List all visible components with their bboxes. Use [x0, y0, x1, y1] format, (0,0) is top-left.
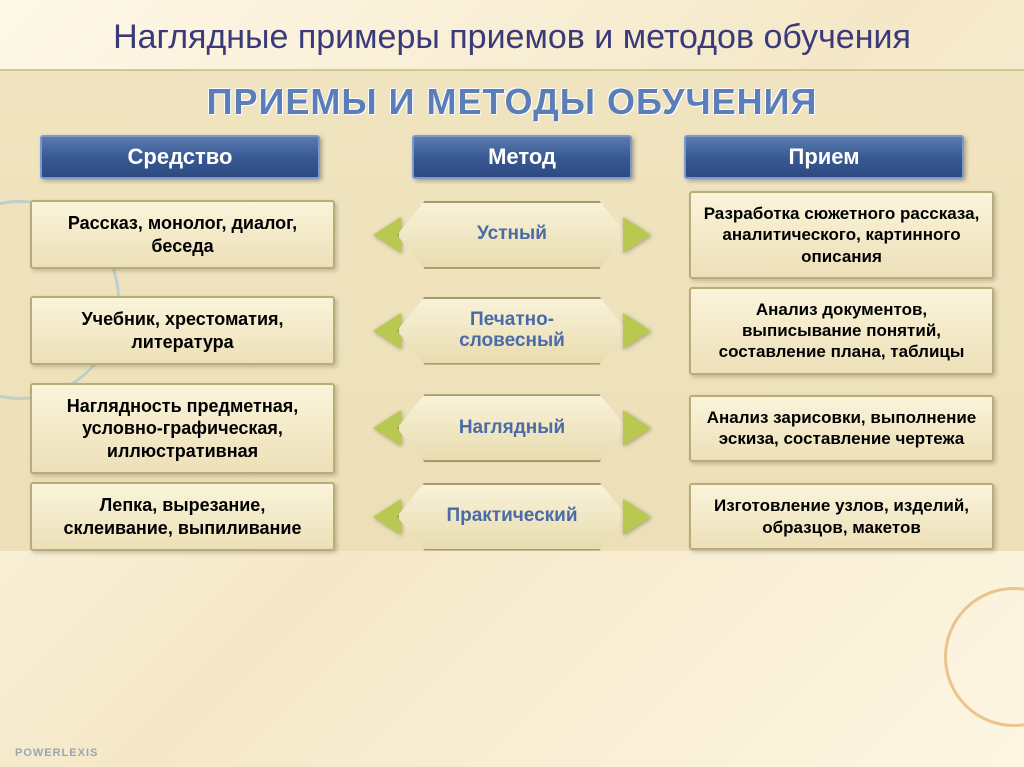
arrow-left-icon — [373, 499, 401, 535]
table-row: Учебник, хрестоматия, литература Печатно… — [30, 287, 994, 375]
table-row: Наглядность предметная, условно-графичес… — [30, 383, 994, 475]
panel-subtitle: ПРИЕМЫ И МЕТОДЫ ОБУЧЕНИЯ — [0, 71, 1024, 129]
arrow-right-icon — [623, 410, 651, 446]
header-left: Средство — [40, 135, 320, 179]
cell-means: Рассказ, монолог, диалог, беседа — [30, 200, 335, 269]
header-mid: Метод — [412, 135, 632, 179]
method-node: Устный — [335, 201, 689, 269]
arrow-right-icon — [623, 313, 651, 349]
method-node: Наглядный — [335, 394, 689, 462]
cell-technique: Разработка сюжетного рассказа, аналитиче… — [689, 191, 994, 279]
cell-technique: Анализ зарисовки, выполнение эскиза, сос… — [689, 395, 994, 462]
method-node: Печатно- словесный — [335, 297, 689, 365]
cell-means: Наглядность предметная, условно-графичес… — [30, 383, 335, 475]
content-panel: ПРИЕМЫ И МЕТОДЫ ОБУЧЕНИЯ Средство Метод … — [0, 69, 1024, 551]
cell-technique: Анализ документов, выписывание понятий, … — [689, 287, 994, 375]
method-diamond: Наглядный — [397, 394, 627, 462]
table-row: Рассказ, монолог, диалог, беседа Устный … — [30, 191, 994, 279]
watermark: POWERLEXIS — [15, 747, 98, 759]
method-diamond: Печатно- словесный — [397, 297, 627, 365]
method-diamond: Устный — [397, 201, 627, 269]
page-title: Наглядные примеры приемов и методов обуч… — [0, 0, 1024, 65]
decorative-circle-right — [944, 587, 1024, 727]
method-diamond: Практический — [397, 483, 627, 551]
cell-technique: Изготовление узлов, изделий, образцов, м… — [689, 483, 994, 550]
arrow-left-icon — [373, 410, 401, 446]
method-node: Практический — [335, 483, 689, 551]
arrow-left-icon — [373, 217, 401, 253]
arrow-right-icon — [623, 499, 651, 535]
header-right: Прием — [684, 135, 964, 179]
arrow-left-icon — [373, 313, 401, 349]
table-row: Лепка, вырезание, склеивание, выпиливани… — [30, 482, 994, 551]
column-headers: Средство Метод Прием — [0, 129, 1024, 189]
rows-container: Рассказ, монолог, диалог, беседа Устный … — [0, 189, 1024, 551]
arrow-right-icon — [623, 217, 651, 253]
cell-means: Лепка, вырезание, склеивание, выпиливани… — [30, 482, 335, 551]
cell-means: Учебник, хрестоматия, литература — [30, 296, 335, 365]
